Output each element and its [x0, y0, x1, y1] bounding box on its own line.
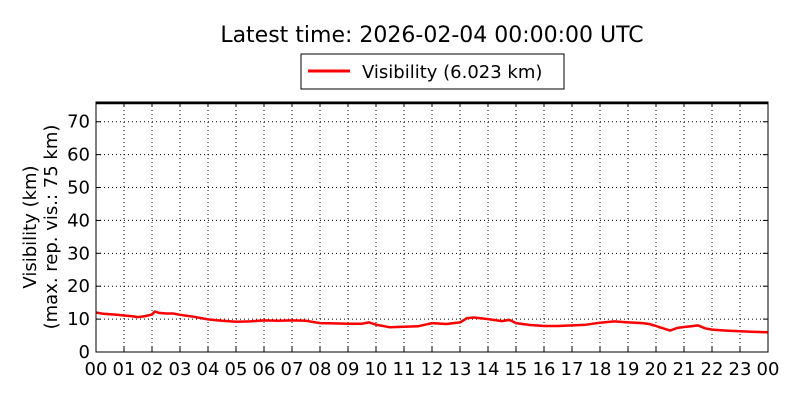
y-axis-label-line1: Visibility (km) [20, 165, 41, 288]
y-tick-label: 20 [67, 276, 90, 297]
x-tick-label: 12 [421, 359, 444, 380]
x-tick-label: 08 [309, 359, 332, 380]
y-axis-label-line2: (max. rep. vis.: 75 km) [41, 125, 62, 330]
x-tick-label: 15 [505, 359, 528, 380]
x-tick-label: 04 [197, 359, 220, 380]
plot-area: 00 01 02 03 04 05 06 07 08 09 10 11 12 13 14 15 16 17 18 19… [67, 101, 779, 380]
x-tick-label: 21 [673, 359, 696, 380]
y-tick-label: 70 [67, 112, 90, 133]
series-group [95, 310, 769, 334]
grid [96, 102, 768, 352]
x-tick-label: 23 [729, 359, 752, 380]
y-tick-label: 50 [67, 178, 90, 199]
ticks: 00 01 02 03 04 05 06 07 08 09 10 11 12 13 14 15 16 17 18 19… [67, 102, 779, 380]
x-tick-label: 09 [337, 359, 360, 380]
x-tick-label: 01 [113, 359, 136, 380]
x-tick-label: 07 [281, 359, 304, 380]
x-tick-label: 06 [253, 359, 276, 380]
x-tick-label: 10 [365, 359, 388, 380]
x-tick-label: 18 [589, 359, 612, 380]
x-tick-label: 00 [85, 359, 108, 380]
x-tick-label: 05 [225, 359, 248, 380]
x-tick-label: 03 [169, 359, 192, 380]
y-tick-label: 10 [67, 309, 90, 330]
y-axis-label: Visibility (km) (max. rep. vis.: 75 km) [20, 125, 62, 330]
series-line-visibility [95, 310, 769, 334]
legend-label: Visibility (6.023 km) [362, 62, 542, 83]
y-tick-label: 60 [67, 145, 90, 166]
x-tick-label: 17 [561, 359, 584, 380]
legend: Visibility (6.023 km) [300, 53, 565, 90]
chart-title: Latest time: 2026-02-04 00:00:00 UTC [220, 23, 643, 48]
x-tick-label: 22 [701, 359, 724, 380]
y-tick-label: 40 [67, 210, 90, 231]
x-tick-label: 16 [533, 359, 556, 380]
x-tick-label: 14 [477, 359, 500, 380]
x-tick-label: 00 [757, 359, 780, 380]
y-tick-label: 30 [67, 243, 90, 264]
x-tick-label: 02 [141, 359, 164, 380]
x-tick-label: 11 [393, 359, 416, 380]
x-tick-label: 20 [645, 359, 668, 380]
x-tick-label: 13 [449, 359, 472, 380]
x-tick-label: 19 [617, 359, 640, 380]
y-tick-label: 0 [79, 342, 90, 363]
